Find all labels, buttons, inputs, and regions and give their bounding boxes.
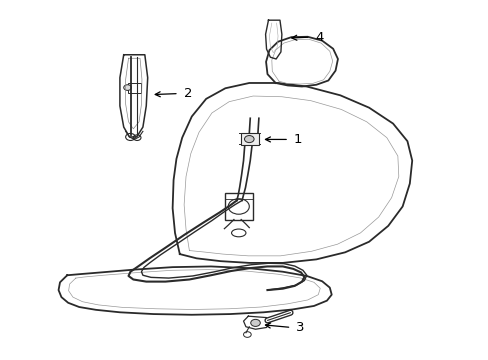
- Text: 2: 2: [183, 87, 192, 100]
- Text: 4: 4: [315, 31, 323, 44]
- Bar: [240, 134, 258, 145]
- Circle shape: [250, 319, 260, 327]
- Bar: [225, 193, 253, 220]
- Bar: [127, 83, 141, 93]
- Circle shape: [244, 136, 254, 143]
- Text: 1: 1: [293, 133, 302, 146]
- Text: 3: 3: [296, 321, 304, 334]
- Circle shape: [123, 85, 131, 90]
